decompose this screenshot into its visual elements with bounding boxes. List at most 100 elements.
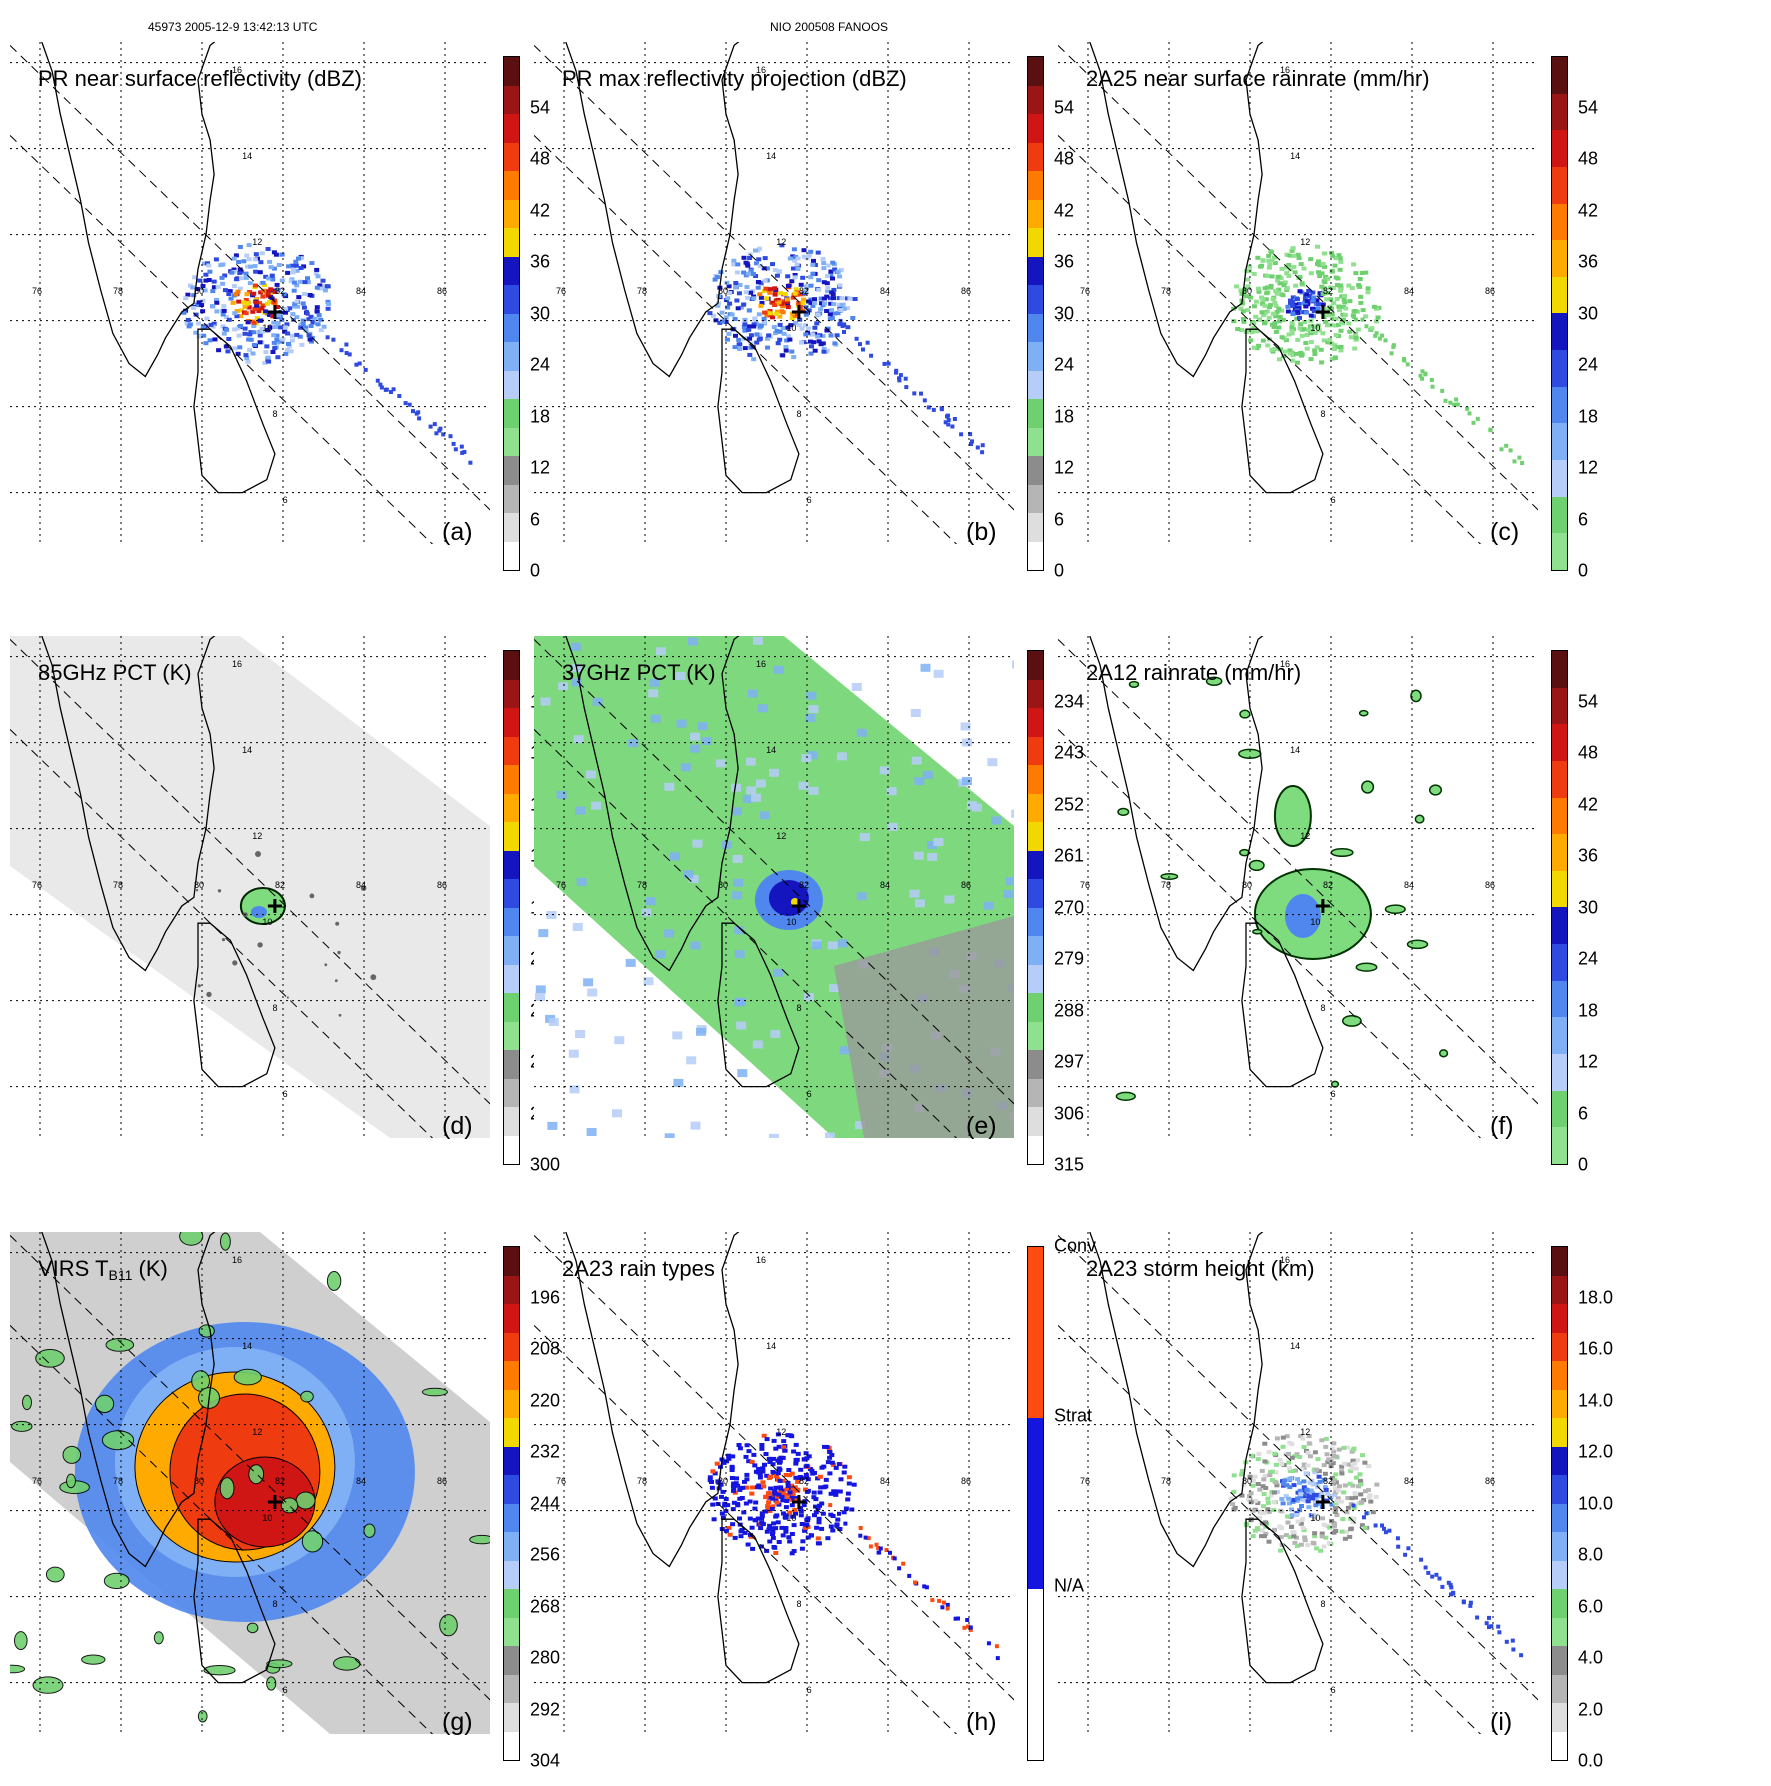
colorbar-segment xyxy=(1552,981,1567,1018)
lon-label: 76 xyxy=(1080,286,1090,296)
colorbar-segment xyxy=(504,1618,519,1647)
colorbar-tick-label: 30 xyxy=(1578,897,1598,918)
lon-label: 82 xyxy=(275,880,285,890)
colorbar-tick-label: 42 xyxy=(1578,200,1598,221)
lat-label: 12 xyxy=(252,237,262,247)
lon-label: 82 xyxy=(1323,286,1333,296)
panel-title: 2A12 rainrate (mm/hr) xyxy=(1086,660,1301,686)
colorbar-segment xyxy=(504,257,519,286)
lon-label: 82 xyxy=(1323,1476,1333,1486)
lon-label: 84 xyxy=(356,1476,366,1486)
panel-label: (f) xyxy=(1490,1112,1514,1141)
colorbar-segment xyxy=(1552,944,1567,981)
colorbar-segment xyxy=(1552,130,1567,167)
lon-label: 76 xyxy=(32,286,42,296)
lon-label: 86 xyxy=(437,880,447,890)
colorbar-segment xyxy=(1028,200,1043,229)
lon-label: 84 xyxy=(880,286,890,296)
lon-label: 82 xyxy=(275,286,285,296)
colorbar-segment xyxy=(504,737,519,766)
colorbar-segment xyxy=(1552,313,1567,350)
colorbar-segment xyxy=(1552,1561,1567,1590)
lon-label: 80 xyxy=(194,1476,204,1486)
colorbar-segment xyxy=(504,1022,519,1051)
colorbar-segment xyxy=(1028,1050,1043,1079)
lat-label: 14 xyxy=(766,1341,776,1351)
panel-title-text: 2A12 rainrate (mm/hr) xyxy=(1086,660,1301,685)
panel-label: (a) xyxy=(442,518,473,547)
colorbar-tick-label: 8.0 xyxy=(1578,1545,1603,1566)
lon-label: 86 xyxy=(437,286,447,296)
colorbar-tick-label: 12 xyxy=(1578,1052,1598,1073)
lat-label: 6 xyxy=(807,1685,812,1695)
lon-label: 80 xyxy=(718,880,728,890)
lon-label: 80 xyxy=(1242,880,1252,890)
lon-label: 82 xyxy=(275,1476,285,1486)
colorbar-segment xyxy=(1552,277,1567,314)
colorbar-segment xyxy=(504,1276,519,1305)
lon-label: 80 xyxy=(1242,1476,1252,1486)
lat-label: 10 xyxy=(1310,1513,1320,1523)
colorbar-tick-label: 30 xyxy=(1578,303,1598,324)
colorbar-segment xyxy=(1552,1532,1567,1561)
colorbar-segment xyxy=(1028,342,1043,371)
colorbar xyxy=(1551,56,1568,571)
panel-title: PR near surface reflectivity (dBZ) xyxy=(38,66,362,92)
colorbar-segment xyxy=(504,57,519,86)
lon-label: 76 xyxy=(556,1476,566,1486)
colorbar-segment xyxy=(1028,456,1043,485)
lat-label: 6 xyxy=(1331,1685,1336,1695)
colorbar-segment xyxy=(1552,350,1567,387)
lat-label: 16 xyxy=(756,1255,766,1265)
lat-label: 12 xyxy=(776,237,786,247)
colorbar-segment xyxy=(1552,1333,1567,1362)
panel-label: (d) xyxy=(442,1112,473,1141)
panel-title-suffix: (K) xyxy=(132,1256,167,1281)
lat-label: 12 xyxy=(1300,831,1310,841)
colorbar-segment xyxy=(1552,1703,1567,1732)
panel-title-text: 85GHz PCT (K) xyxy=(38,660,192,685)
lon-label: 76 xyxy=(1080,1476,1090,1486)
lat-label: 14 xyxy=(766,151,776,161)
lon-label: 80 xyxy=(718,286,728,296)
lat-label: 6 xyxy=(283,1685,288,1695)
lon-label: 78 xyxy=(637,286,647,296)
colorbar-tick-label: 48 xyxy=(1578,743,1598,764)
lat-label: 16 xyxy=(232,659,242,669)
lat-label: 12 xyxy=(776,831,786,841)
colorbar-segment xyxy=(504,143,519,172)
lon-label: 80 xyxy=(1242,286,1252,296)
colorbar-segment xyxy=(504,371,519,400)
colorbar-segment xyxy=(504,1504,519,1533)
colorbar-tick-label: 0 xyxy=(1578,561,1588,582)
lat-label: 16 xyxy=(756,659,766,669)
lat-label: 10 xyxy=(262,323,272,333)
panel-title: 2A23 storm height (km) xyxy=(1086,1256,1315,1282)
lon-label: 86 xyxy=(1485,880,1495,890)
lon-label: 86 xyxy=(961,880,971,890)
colorbar-segment xyxy=(504,399,519,428)
colorbar-tick-label: 0 xyxy=(1578,1155,1588,1176)
lat-label: 12 xyxy=(1300,1427,1310,1437)
colorbar-segment xyxy=(1028,171,1043,200)
colorbar-segment xyxy=(1028,1589,1043,1760)
lon-label: 82 xyxy=(1323,880,1333,890)
colorbar-segment xyxy=(1552,834,1567,871)
colorbar-segment xyxy=(1028,879,1043,908)
colorbar xyxy=(1551,650,1568,1165)
colorbar-tick-label: 6.0 xyxy=(1578,1596,1603,1617)
colorbar-segment xyxy=(504,708,519,737)
colorbar-tick-label: 6 xyxy=(1578,509,1588,530)
